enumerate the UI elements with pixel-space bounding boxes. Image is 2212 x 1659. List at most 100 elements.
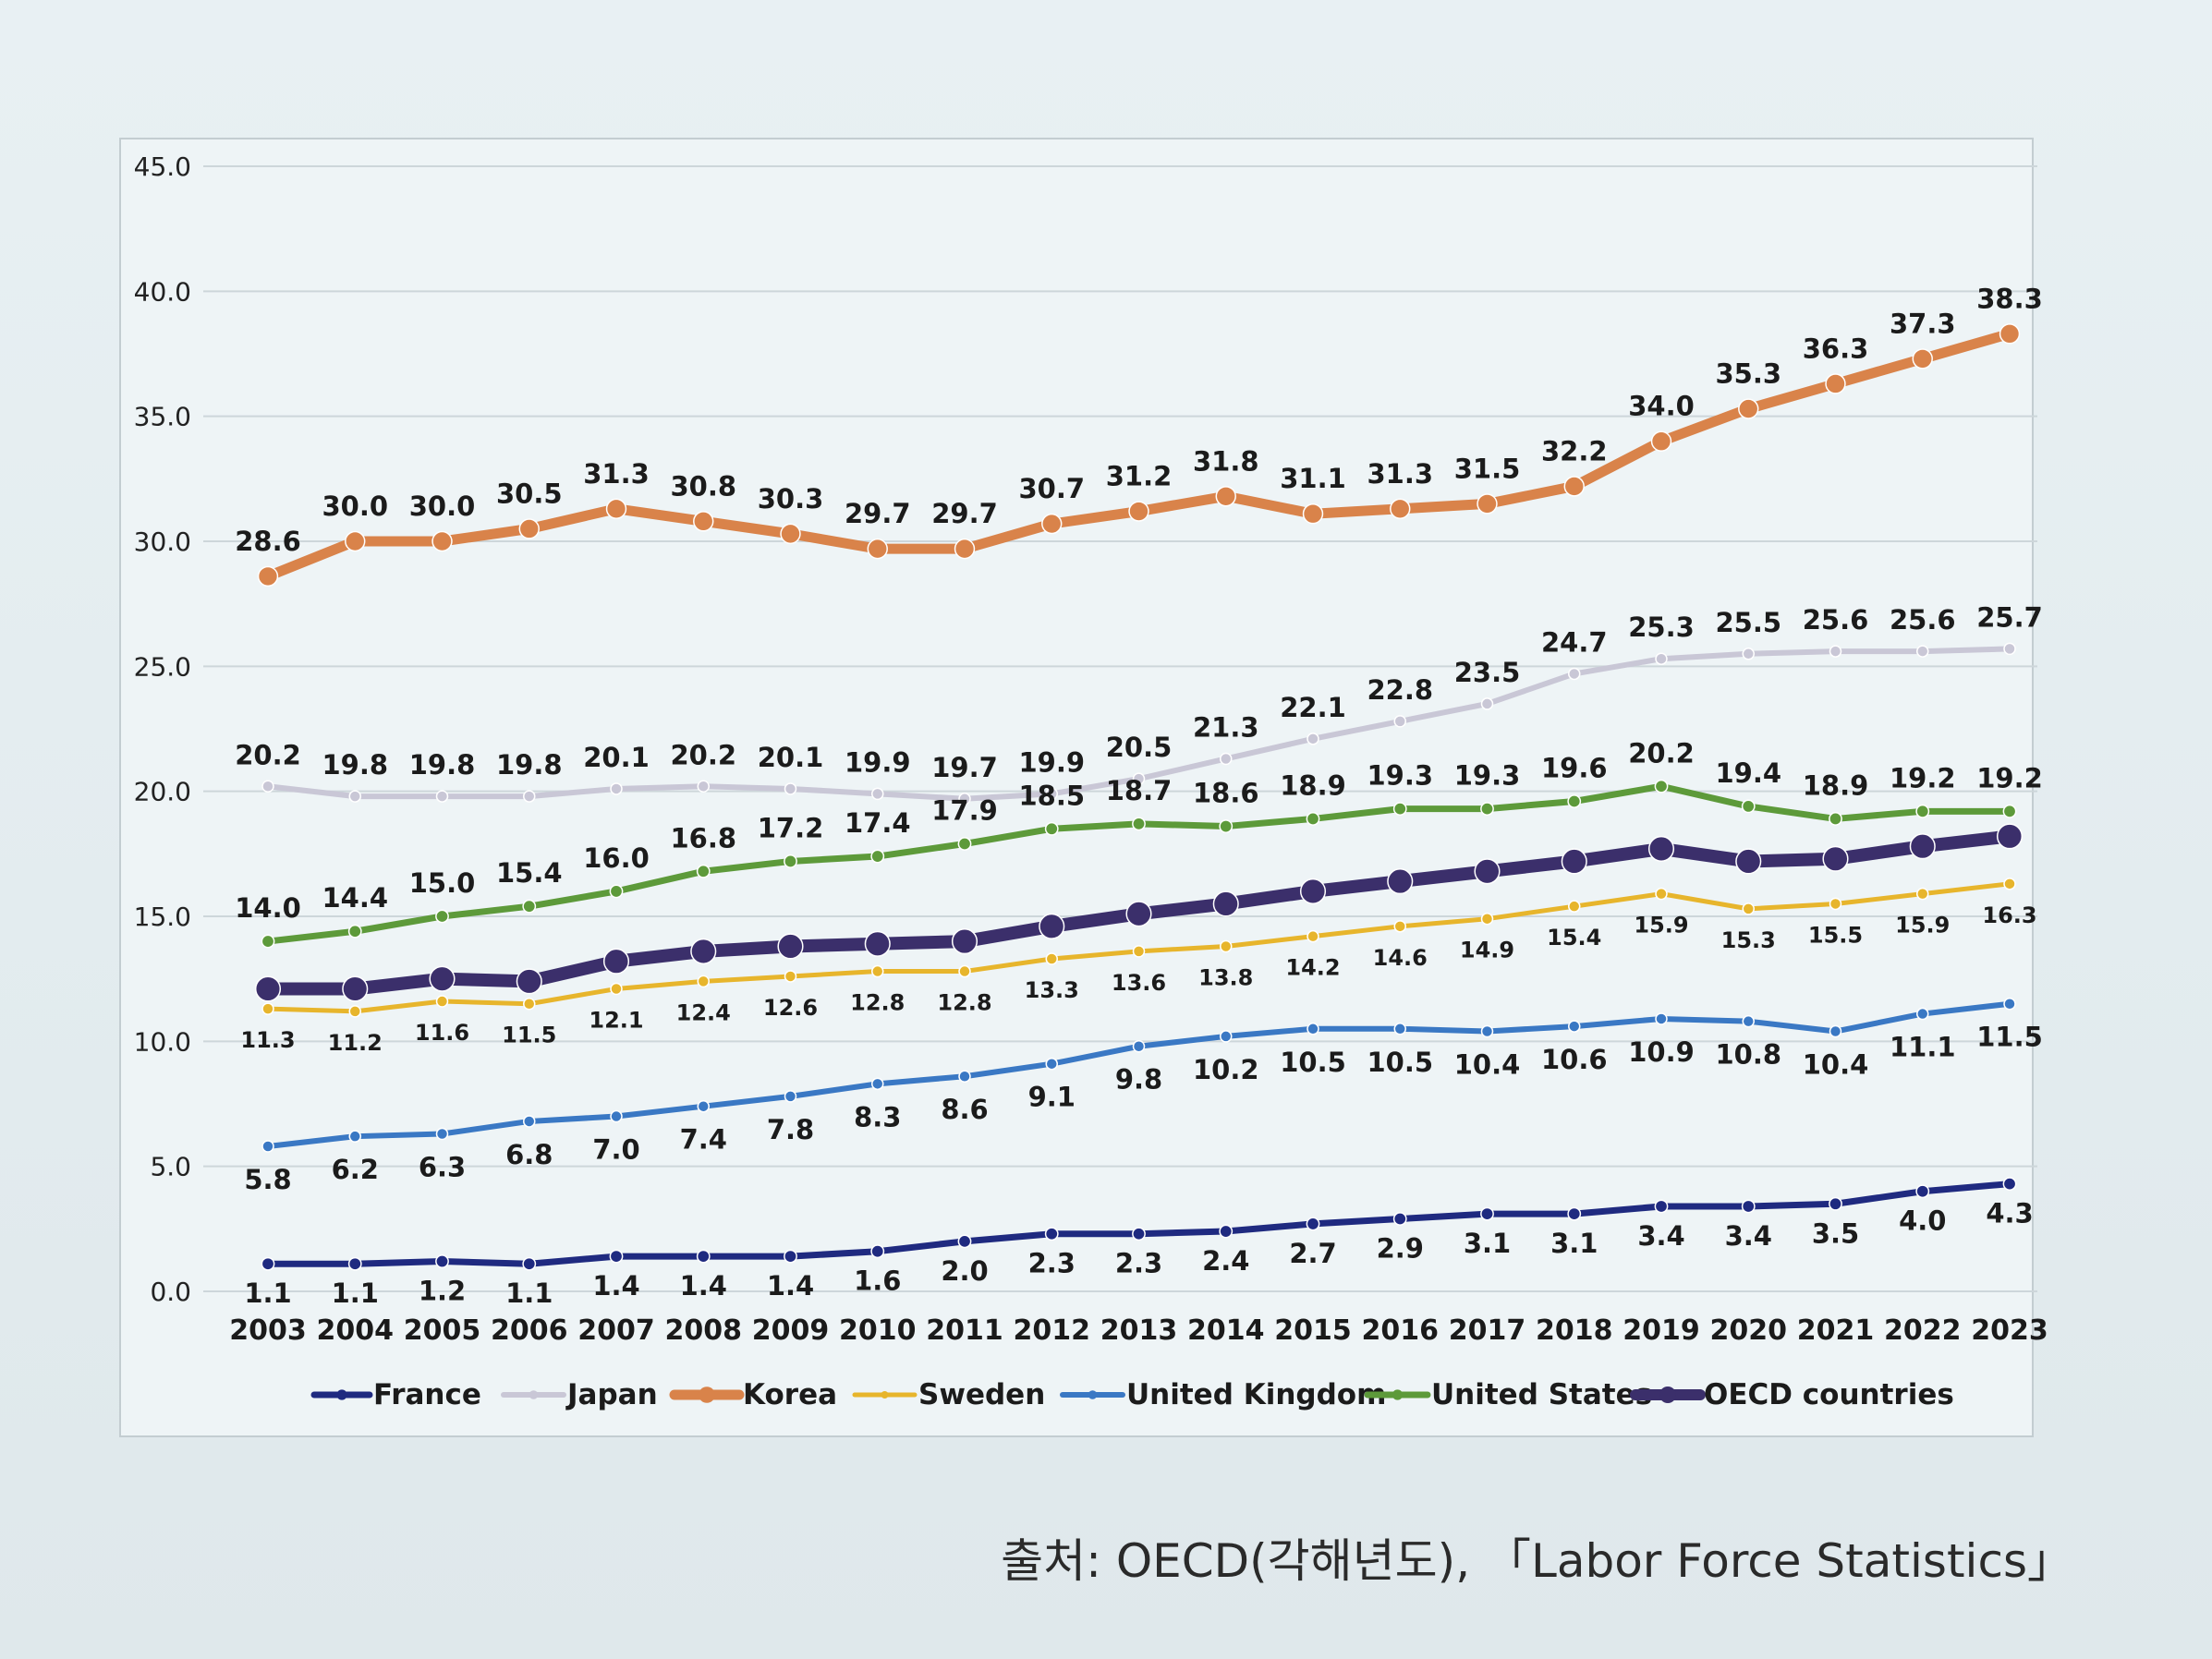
data-label-united-kingdom: 7.0: [592, 1134, 639, 1166]
data-point-korea: [1128, 501, 1149, 522]
data-point-united-states: [1392, 802, 1407, 817]
data-point-united-kingdom: [1480, 1024, 1494, 1038]
data-point-korea: [1563, 476, 1585, 497]
data-point-united-states: [435, 909, 449, 924]
data-label-japan: 19.8: [496, 749, 563, 781]
data-point-oecd-countries: [1822, 845, 1849, 872]
data-point-united-states: [1219, 819, 1234, 833]
data-point-japan: [958, 793, 971, 805]
data-label-united-kingdom: 9.1: [1028, 1082, 1076, 1113]
legend-label: United States: [1431, 1378, 1652, 1411]
x-tick-label: 2009: [752, 1314, 830, 1347]
data-label-france: 1.1: [332, 1278, 379, 1309]
data-label-france: 4.3: [1986, 1198, 2033, 1229]
data-point-united-kingdom: [784, 1090, 797, 1103]
data-label-united-kingdom: 6.2: [332, 1154, 379, 1185]
data-label-sweden: 11.3: [240, 1027, 295, 1053]
data-label-korea: 30.8: [670, 470, 736, 502]
legend-label: OECD countries: [1704, 1378, 1954, 1411]
data-point-japan: [1045, 787, 1058, 801]
y-tick-label: 5.0: [150, 1152, 191, 1182]
data-label-france: 1.1: [244, 1278, 291, 1309]
data-point-united-states: [1480, 802, 1494, 817]
data-point-sweden: [1393, 920, 1406, 933]
data-label-korea: 37.3: [1890, 308, 1956, 339]
data-label-united-states: 15.0: [409, 867, 476, 899]
data-label-united-states: 14.4: [322, 882, 388, 914]
data-point-united-kingdom: [523, 1115, 536, 1128]
y-tick-label: 0.0: [150, 1277, 191, 1307]
x-tick-label: 2023: [1971, 1314, 2048, 1347]
data-label-korea: 38.3: [1976, 283, 2043, 314]
data-point-korea: [257, 565, 279, 587]
data-point-united-states: [1654, 779, 1669, 793]
x-tick-label: 2022: [1884, 1314, 1962, 1347]
data-point-france: [1219, 1224, 1234, 1239]
data-point-france: [347, 1256, 362, 1271]
data-label-korea: 30.0: [322, 490, 388, 522]
data-label-korea: 31.3: [1367, 458, 1433, 490]
data-label-korea: 30.0: [409, 490, 476, 522]
data-label-united-kingdom: 8.3: [854, 1101, 901, 1132]
data-label-sweden: 11.5: [502, 1023, 556, 1048]
data-label-korea: 29.7: [845, 498, 911, 529]
x-tick-label: 2014: [1187, 1314, 1265, 1347]
data-label-korea: 31.5: [1454, 453, 1521, 484]
legend-marker: [881, 1391, 889, 1399]
data-point-oecd-countries: [1299, 878, 1327, 904]
data-point-oecd-countries: [1387, 868, 1414, 895]
data-point-oecd-countries: [1212, 890, 1239, 917]
data-label-france: 3.1: [1464, 1228, 1511, 1259]
data-label-sweden: 15.9: [1634, 913, 1688, 938]
data-label-united-states: 17.2: [758, 812, 824, 843]
data-point-united-states: [261, 934, 275, 949]
data-label-united-kingdom: 6.8: [505, 1139, 553, 1170]
y-tick-label: 25.0: [134, 651, 191, 682]
data-point-united-kingdom: [1045, 1057, 1058, 1071]
x-tick-label: 2008: [665, 1314, 743, 1347]
data-point-sweden: [1568, 900, 1581, 913]
data-label-united-states: 15.4: [496, 857, 563, 889]
data-label-sweden: 12.8: [937, 990, 991, 1016]
data-label-korea: 32.2: [1541, 435, 1608, 466]
data-label-korea: 31.8: [1193, 445, 1259, 477]
y-axis-ticks: 0.0 5.0 10.0 15.0 20.0 25.0 30.0 35.0 40.0 45.0: [134, 151, 191, 1307]
y-tick-label: 40.0: [134, 276, 191, 307]
data-label-france: 3.4: [1725, 1220, 1772, 1252]
data-point-korea: [1390, 498, 1411, 520]
data-point-france: [870, 1244, 885, 1259]
x-tick-label: 2015: [1274, 1314, 1352, 1347]
data-label-united-kingdom: 7.8: [767, 1114, 814, 1145]
data-point-japan: [1916, 645, 1929, 658]
data-point-united-states: [1829, 812, 1842, 826]
x-tick-label: 2021: [1797, 1314, 1875, 1347]
x-tick-label: 2005: [404, 1314, 481, 1347]
legend-label: Korea: [743, 1378, 837, 1411]
data-label-united-states: 17.9: [931, 795, 998, 827]
data-point-japan: [1568, 667, 1581, 681]
data-point-sweden: [784, 970, 797, 983]
data-point-united-kingdom: [1568, 1020, 1581, 1033]
data-point-sweden: [435, 995, 449, 1008]
data-point-japan: [1393, 715, 1406, 728]
data-label-korea: 35.3: [1715, 358, 1781, 390]
x-tick-label: 2004: [317, 1314, 395, 1347]
data-label-united-states: 20.2: [1628, 737, 1695, 769]
data-label-france: 1.4: [592, 1270, 639, 1302]
data-label-japan: 20.2: [670, 739, 736, 770]
data-label-sweden: 15.4: [1547, 925, 1601, 951]
gridlines: [203, 165, 2037, 1292]
data-point-france: [1829, 1196, 1842, 1211]
legend-label: United Kingdom: [1126, 1378, 1386, 1411]
data-label-korea: 30.3: [758, 483, 824, 515]
series-lines: [254, 323, 2024, 1271]
data-label-korea: 31.1: [1280, 463, 1346, 494]
data-label-sweden: 11.6: [415, 1020, 469, 1046]
data-label-korea: 29.7: [931, 498, 998, 529]
data-label-united-kingdom: 11.1: [1890, 1032, 1956, 1063]
data-label-korea: 30.5: [496, 478, 563, 509]
legend-label: Japan: [565, 1378, 658, 1411]
y-tick-label: 10.0: [134, 1026, 191, 1057]
data-label-japan: 25.5: [1715, 607, 1781, 638]
source-caption: 출처: OECD(각해년도), 「Labor Force Statistics」: [1001, 1534, 2073, 1588]
